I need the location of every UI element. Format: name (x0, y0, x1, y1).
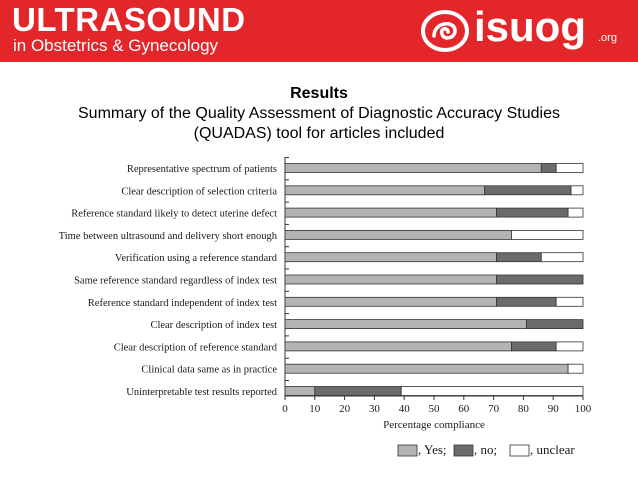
bar-segment-yes (284, 274, 497, 285)
bar-segment-no (496, 296, 557, 307)
category-label: Clear description of reference standard (114, 342, 278, 353)
bar-segment-unclear (567, 207, 584, 218)
bar-segment-unclear (555, 163, 584, 173)
x-tick-label: 100 (575, 403, 592, 415)
legend-swatch-yes (397, 444, 418, 457)
category-label: Reference standard likely to detect uter… (71, 209, 277, 220)
bar-segment-no (496, 252, 542, 263)
bar-segment-unclear (400, 386, 584, 396)
legend-label-unclear: , unclear (530, 442, 575, 457)
bar-segment-no (511, 341, 557, 352)
x-tick-label: 90 (548, 403, 560, 415)
bar-segment-no (496, 207, 569, 218)
isuog-logo-icon (421, 10, 469, 52)
bar-segment-yes (284, 229, 512, 240)
legend-swatch-no (453, 444, 474, 457)
bar-segment-yes (284, 363, 569, 374)
x-tick-label: 20 (339, 403, 351, 415)
bar-segment-unclear (570, 185, 584, 196)
logo-text: isuog (474, 3, 586, 50)
logo-suffix: .org (598, 32, 617, 44)
x-tick-label: 50 (429, 403, 441, 415)
bar-segment-no (540, 163, 557, 173)
legend-swatch-unclear (509, 444, 530, 457)
category-label: Reference standard independent of index … (88, 298, 277, 309)
category-label: Clear description of selection criteria (121, 186, 277, 197)
header-banner: ULTRASOUND in Obstetrics & Gynecology is… (0, 0, 638, 62)
x-tick-label: 30 (369, 403, 381, 415)
x-tick-label: 60 (458, 403, 470, 415)
bar-segment-yes (284, 163, 542, 173)
bar-segment-unclear (540, 252, 584, 263)
bar-segment-yes (284, 252, 497, 263)
slide-title: Results (290, 85, 348, 102)
bar-segment-no (484, 185, 572, 196)
bar-segment-yes (284, 185, 486, 196)
bar-segment-yes (284, 207, 497, 218)
category-label: Time between ultrasound and delivery sho… (59, 231, 278, 242)
bar-segment-unclear (555, 296, 584, 307)
x-axis-title: Percentage compliance (383, 419, 485, 431)
x-tick-label: 40 (399, 403, 411, 415)
bar-segment-yes (284, 341, 512, 352)
bar-segment-unclear (567, 363, 584, 374)
x-tick-label: 70 (488, 403, 500, 415)
bar-segment-unclear (511, 229, 584, 240)
bar-segment-yes (284, 386, 316, 396)
bar-segment-unclear (555, 341, 584, 352)
journal-subtitle: in Obstetrics & Gynecology (13, 36, 219, 55)
legend-label-no: , no; (474, 442, 497, 457)
slide-subtitle: Summary of the Quality Assessment of Dia… (78, 105, 560, 142)
bar-segment-yes (284, 319, 527, 330)
bar-segment-no (525, 319, 584, 330)
category-label: Verification using a reference standard (115, 253, 278, 264)
journal-title: ULTRASOUND (12, 1, 246, 38)
bar-segment-yes (284, 296, 497, 307)
category-label: Uninterpretable test results reported (126, 387, 277, 398)
category-label: Same reference standard regardless of in… (74, 276, 277, 287)
category-label: Clear description of index test (150, 320, 277, 331)
bar-segment-no (314, 386, 402, 396)
category-label: Clinical data same as in practice (141, 365, 277, 376)
x-tick-label: 0 (282, 403, 288, 415)
x-tick-label: 10 (309, 403, 321, 415)
category-label: Representative spectrum of patients (127, 164, 277, 175)
x-tick-label: 80 (518, 403, 530, 415)
legend-label-yes: , Yes; (418, 442, 447, 457)
bar-segment-no (496, 274, 584, 285)
